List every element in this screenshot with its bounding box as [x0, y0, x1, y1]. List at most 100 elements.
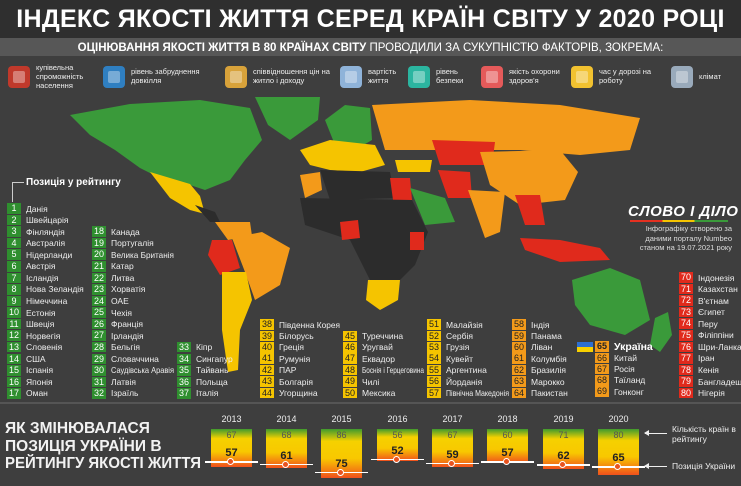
rank-badge: 6 — [7, 261, 21, 272]
map-region-saudi — [410, 188, 455, 225]
country-name: Філіппіни — [698, 330, 734, 341]
factor-label: вартість життя — [368, 67, 397, 85]
rank-badge: 25 — [92, 307, 106, 318]
country-name: Франція — [111, 319, 143, 330]
ranking-item: 24 ОАЕ — [92, 295, 129, 307]
subtitle-text: ОЦІНЮВАННЯ ЯКОСТІ ЖИТТЯ В 80 КРАЇНАХ СВІ… — [78, 39, 664, 56]
country-name: Китай — [614, 352, 637, 363]
ranking-item: 54 Кувейт — [427, 353, 473, 364]
map-region-colombia-venezuela — [215, 222, 252, 240]
rank-badge: 61 — [512, 353, 526, 364]
rank-badge: 78 — [679, 364, 693, 376]
country-count: 86 — [336, 430, 347, 440]
ranking-item: 50 Мексика — [343, 387, 395, 399]
ranking-item: 38 Південна Корея — [260, 319, 341, 330]
ranking-item: 34 Сингапур — [177, 353, 233, 364]
rank-badge: 35 — [177, 365, 191, 376]
country-name: Перу — [698, 318, 718, 329]
rank-badge: 32 — [92, 388, 106, 399]
map-region-morocco — [300, 172, 322, 198]
ranking-item: 75 Філіппіни — [679, 330, 734, 341]
ranking-item: 61 Колумбія — [512, 353, 567, 364]
rank-badge: 64 — [512, 387, 526, 399]
rank-badge: 68 — [595, 375, 609, 386]
country-name: ОАЕ — [111, 295, 129, 306]
rank-badge: 24 — [92, 295, 106, 307]
history-title-line: ЯК ЗМІНЮВАЛАСЯ — [5, 420, 150, 437]
ukraine-position: 59 — [446, 448, 459, 461]
rank-badge: 40 — [260, 342, 274, 353]
country-name: Єгипет — [698, 307, 725, 318]
map-region-south-africa — [366, 280, 400, 310]
rank-badge: 20 — [92, 249, 106, 260]
map-region-north-america — [70, 100, 262, 190]
position-marker — [282, 460, 289, 468]
year-label: 2015 — [331, 414, 352, 424]
country-count: 68 — [281, 430, 292, 440]
country-name: Грузія — [446, 342, 470, 353]
map-region-brazil — [232, 232, 290, 300]
country-name: Іспанія — [26, 365, 54, 376]
rank-badge: 71 — [679, 283, 693, 295]
history-title-line: РЕЙТИНГУ ЯКОСТІ ЖИТТЯ — [5, 455, 202, 472]
position-marker — [559, 461, 566, 469]
ranking-item: 11 Швеція — [7, 318, 54, 330]
ranking-item: 51 Малайзія — [427, 319, 483, 330]
country-name: Бельгія — [111, 342, 141, 353]
country-name: Словаччина — [111, 353, 159, 364]
ranking-item: 37 Італія — [177, 388, 218, 399]
year-bar: 60 57 — [481, 429, 534, 466]
country-name: Оман — [26, 388, 48, 399]
country-name: Литва — [111, 272, 135, 283]
ranking-bracket — [12, 182, 24, 202]
ranking-item: 63 Марокко — [512, 376, 565, 387]
ukraine-flag-icon — [577, 341, 593, 352]
year-bar: 56 52 — [371, 429, 424, 463]
year-label: 2018 — [497, 414, 518, 424]
ranking-item: 16 Японія — [7, 376, 53, 388]
logo: СЛОВО І ДІЛО — [628, 203, 739, 220]
country-name: Греція — [279, 342, 304, 353]
factor-label: співвідношення цін на житло і доходу — [253, 67, 330, 85]
rank-badge: 48 — [343, 364, 357, 376]
map-region-southern-cone — [222, 272, 252, 372]
ranking-item: 13 Словенія — [7, 341, 62, 353]
rank-badge: 3 — [7, 226, 21, 237]
country-name: Уругвай — [362, 342, 393, 353]
ranking-item: 14 США — [7, 353, 46, 365]
rank-badge: 12 — [7, 330, 21, 341]
ranking-item: 2 Швейцарія — [7, 214, 69, 226]
country-name: Індія — [531, 319, 550, 330]
map-region-new-zealand — [650, 312, 672, 352]
history-title: ЯК ЗМІНЮВАЛАСЯ ПОЗИЦІЯ УКРАЇНИ В РЕЙТИНГ… — [5, 420, 201, 473]
year-bar: 68 61 — [260, 429, 313, 468]
rank-badge: 1 — [7, 203, 21, 214]
rank-badge: 4 — [7, 237, 21, 249]
ranking-item: 47 Еквадор — [343, 353, 395, 364]
ranking-item: 3 Фінляндія — [7, 226, 65, 237]
rank-badge: 75 — [679, 330, 693, 341]
country-name: Ірландія — [111, 330, 144, 341]
map-region-egypt — [390, 178, 412, 200]
rank-badge: 67 — [595, 363, 609, 375]
ranking-item: 12 Норвегія — [7, 330, 60, 341]
rank-badge: 11 — [7, 318, 21, 330]
arrow-left-icon — [644, 463, 667, 469]
map-region-mexico — [150, 172, 205, 214]
ranking-item: 70 Індонезія — [679, 272, 734, 283]
rank-badge: 80 — [679, 387, 693, 399]
country-name: Фінляндія — [26, 226, 65, 237]
title-bar: ІНДЕКС ЯКОСТІ ЖИТТЯ СЕРЕД КРАЇН СВІТУ У … — [0, 0, 741, 38]
ranking-item: 52 Сербія — [427, 330, 473, 342]
country-count: 67 — [226, 430, 237, 440]
country-name: Аргентина — [446, 365, 487, 376]
ranking-item: 9 Німеччина — [7, 295, 68, 307]
country-name: Естонія — [26, 307, 56, 318]
country-name: Німеччина — [26, 295, 68, 306]
country-name: Японія — [26, 376, 53, 387]
rank-badge: 72 — [679, 295, 693, 306]
ranking-item: 31 Латвія — [92, 376, 136, 388]
rank-badge: 27 — [92, 330, 106, 341]
ranking-item: 42 ПАР — [260, 364, 296, 376]
ukraine-position: 62 — [557, 450, 570, 463]
